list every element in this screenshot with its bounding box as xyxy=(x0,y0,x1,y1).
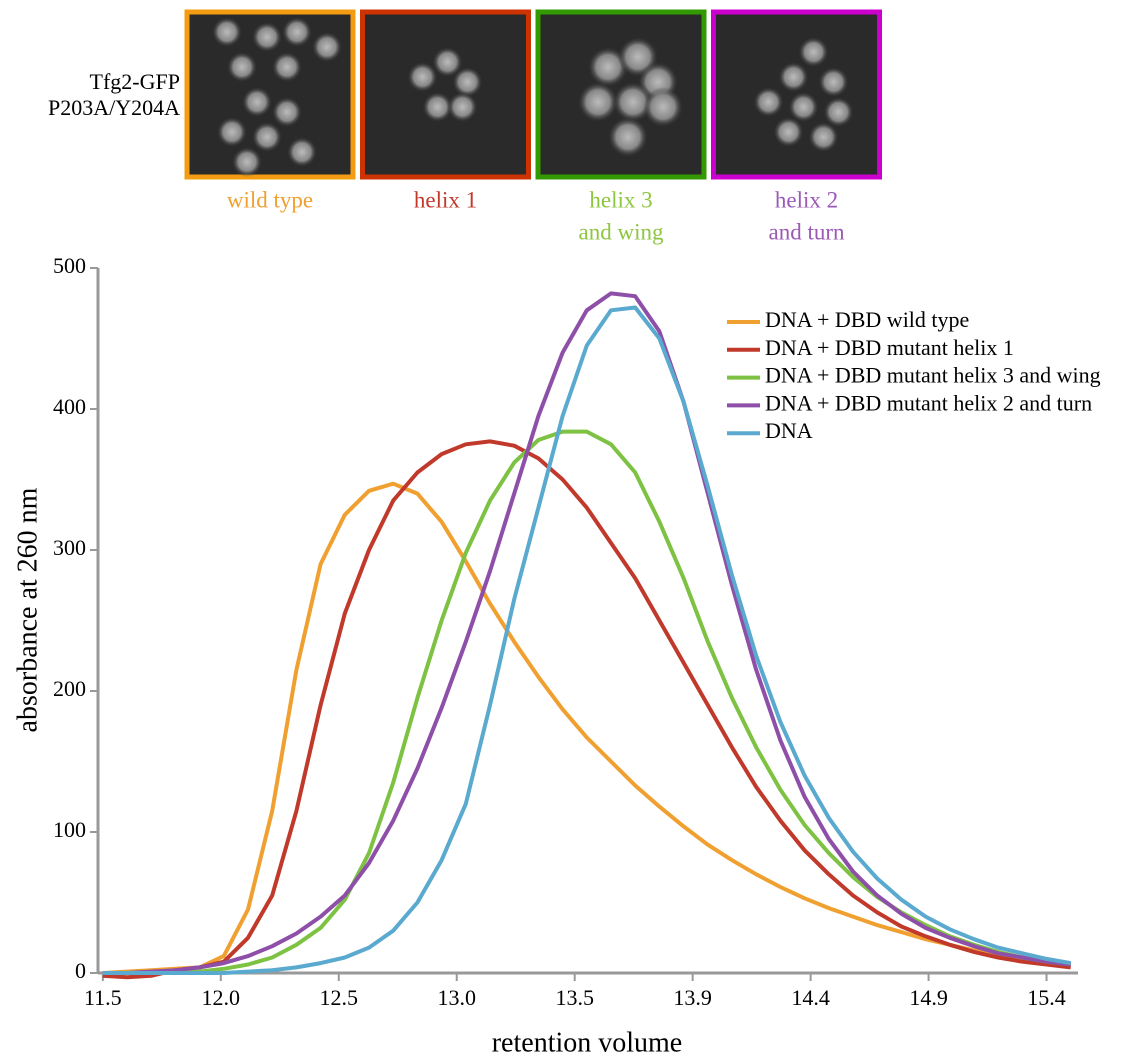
cell xyxy=(808,122,839,152)
cell xyxy=(242,87,272,117)
panel-label: and turn xyxy=(768,219,845,244)
x-tick-label: 14.4 xyxy=(791,985,830,1010)
cell xyxy=(232,147,262,177)
y-tick-label: 400 xyxy=(53,394,86,419)
legend-label: DNA + DBD mutant helix 1 xyxy=(765,335,1014,360)
x-tick-label: 11.5 xyxy=(84,985,122,1010)
cell xyxy=(447,92,478,122)
cell xyxy=(282,17,312,47)
panel-label: wild type xyxy=(227,187,313,212)
cell xyxy=(643,87,683,127)
cell xyxy=(272,97,302,127)
x-tick-label: 13.9 xyxy=(673,985,712,1010)
cell xyxy=(778,62,809,92)
series-line xyxy=(102,481,1071,975)
cell xyxy=(452,67,483,97)
y-axis-label: absorbance at 260 nm xyxy=(12,487,43,732)
cell xyxy=(773,117,804,147)
cell xyxy=(252,22,282,52)
cell xyxy=(613,82,653,122)
series-line xyxy=(102,305,1072,975)
cell xyxy=(422,92,453,122)
cell xyxy=(252,122,282,152)
cell xyxy=(432,47,463,77)
legend-label: DNA + DBD mutant helix 2 and turn xyxy=(765,390,1092,415)
cell xyxy=(212,17,242,47)
series-line xyxy=(102,291,1071,975)
cell xyxy=(227,52,257,82)
x-tick-label: 12.5 xyxy=(320,985,359,1010)
row-label: P203A/Y204A xyxy=(48,95,180,120)
cell xyxy=(217,117,247,147)
y-tick-label: 500 xyxy=(53,253,86,278)
cell xyxy=(608,117,648,157)
x-tick-label: 15.4 xyxy=(1027,985,1066,1010)
legend-label: DNA + DBD mutant helix 3 and wing xyxy=(765,363,1101,388)
panel-label: helix 2 xyxy=(775,187,838,212)
cell xyxy=(788,92,819,122)
x-tick-label: 14.9 xyxy=(909,985,948,1010)
x-axis-label: retention volume xyxy=(492,1027,683,1058)
y-tick-label: 300 xyxy=(53,535,86,560)
cell xyxy=(287,137,317,167)
series-line xyxy=(102,439,1071,980)
x-tick-label: 13.5 xyxy=(555,985,594,1010)
cell xyxy=(798,37,829,67)
panel-label: and wing xyxy=(579,219,664,244)
y-tick-label: 100 xyxy=(53,817,86,842)
panel-label: helix 1 xyxy=(414,187,477,212)
cell xyxy=(578,82,618,122)
y-tick-label: 200 xyxy=(53,676,86,701)
x-tick-label: 12.0 xyxy=(202,985,241,1010)
cell xyxy=(753,87,784,117)
cell xyxy=(272,52,302,82)
series-line xyxy=(102,429,1071,975)
cell xyxy=(312,32,342,62)
row-label: Tfg2-GFP xyxy=(90,69,180,94)
cell xyxy=(407,62,438,92)
legend-label: DNA + DBD wild type xyxy=(765,307,969,332)
y-tick-label: 0 xyxy=(75,958,86,983)
x-tick-label: 13.0 xyxy=(437,985,476,1010)
cell xyxy=(818,67,849,97)
legend-label: DNA xyxy=(765,418,813,443)
panel-label: helix 3 xyxy=(589,187,652,212)
cell xyxy=(823,97,854,127)
